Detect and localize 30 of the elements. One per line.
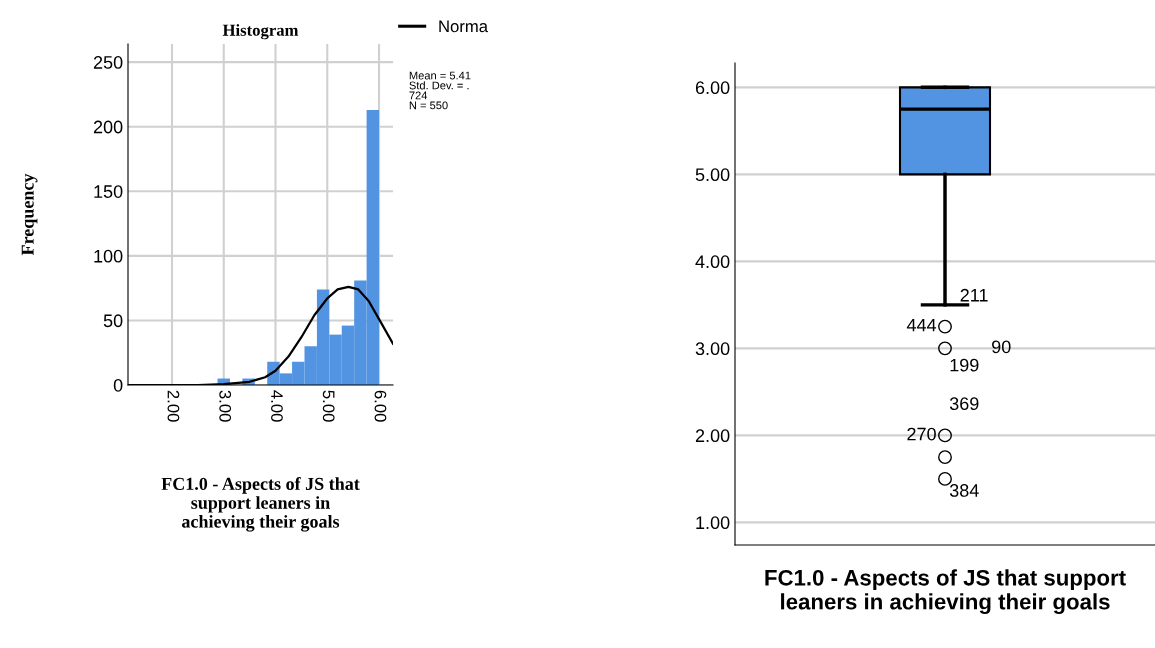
y-tick-label: 5.00: [695, 168, 730, 182]
y-tick-label: 2.00: [695, 429, 730, 443]
x-tick-label: 5.00: [322, 390, 335, 422]
annotation: 199: [950, 358, 979, 372]
x-tick-label: 3.00: [219, 390, 232, 422]
annotation: 369: [949, 397, 979, 411]
y-tick-label: 100: [94, 249, 123, 263]
x-tick-label: 2.00: [167, 390, 180, 422]
text: Mean = 5.41 Std. Dev. = . 724 N = 550: [409, 71, 471, 110]
y-tick-label: 6.00: [695, 81, 730, 95]
y-tick-label: 200: [93, 120, 123, 134]
annotation: 90: [992, 340, 1011, 354]
annotation: 444: [906, 318, 937, 332]
annotation: 211: [960, 288, 988, 302]
x-tick-label: 4.00: [271, 390, 283, 422]
y-tick-label: 3.00: [695, 342, 730, 356]
y-tick-label: 50: [103, 314, 123, 328]
x-axis-title: FC1.0 - Aspects of JS that support leaners in achieving their goals: [765, 569, 1126, 615]
y-tick-label: 0: [113, 378, 123, 392]
annotation: 270: [907, 427, 936, 441]
y-tick-label: 250: [93, 56, 123, 69]
annotation: 384: [949, 484, 979, 497]
y-tick-label: 1.00: [696, 516, 730, 530]
x-tick-label: 6.00: [374, 390, 387, 422]
y-axis-title: Frequency: [21, 173, 38, 256]
legend-label: Norma: [439, 20, 489, 33]
y-tick-label: 4.00: [695, 255, 730, 269]
x-axis-title: FC1.0 - Aspects of JS that support leaners in achieving their goals: [161, 477, 360, 532]
y-tick-label: 150: [94, 185, 123, 198]
chart-title: Histogram: [222, 24, 299, 40]
